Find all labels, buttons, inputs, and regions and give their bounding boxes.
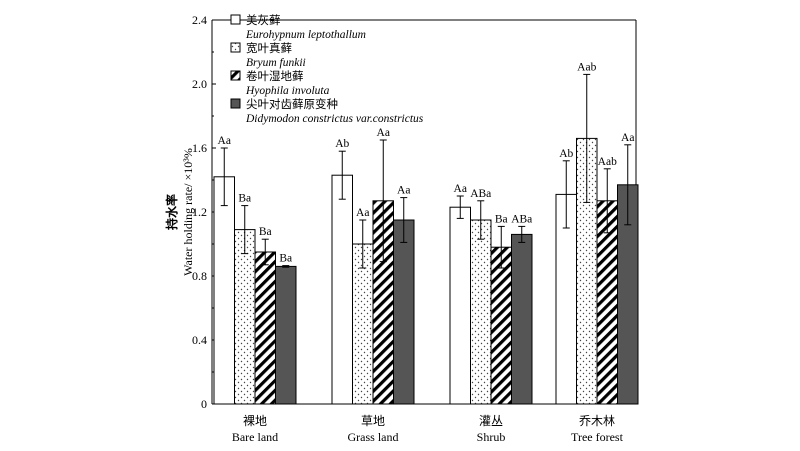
significance-label: Ab [559, 148, 573, 160]
significance-label: Ab [335, 138, 349, 150]
legend-label-cn: 卷叶湿地藓 [246, 69, 304, 83]
significance-label: Aa [218, 135, 231, 147]
legend-label-latin: Hyophila involuta [245, 85, 330, 97]
significance-label: Ba [238, 193, 251, 205]
bar [470, 219, 492, 405]
significance-label: Aa [397, 185, 410, 197]
legend-swatch [230, 70, 241, 81]
y-tick-label: 1.6 [192, 141, 207, 155]
x-category-label-en: Bare land [232, 430, 278, 444]
y-tick-label: 2.4 [192, 13, 207, 27]
x-category-label-en: Tree forest [571, 430, 624, 444]
legend-label-cn: 宽叶真藓 [246, 41, 292, 55]
y-tick-label: 0 [201, 397, 207, 411]
legend-label-latin: Didymodon constrictus var.constrictus [245, 113, 424, 125]
bar [331, 174, 353, 405]
bar [275, 265, 297, 405]
x-category-label-en: Grass land [348, 430, 399, 444]
significance-label: ABa [470, 188, 491, 200]
y-axis-title-cn: 持水率 [164, 194, 179, 230]
significance-label: Aa [454, 183, 467, 195]
significance-label: Ba [259, 226, 272, 238]
significance-label: Aab [598, 156, 617, 168]
bar [393, 219, 415, 405]
significance-label: ABa [511, 213, 532, 225]
legend-label-latin: Eurohypnum leptothallum [245, 29, 366, 41]
significance-label: Aa [377, 127, 390, 139]
y-tick-label: 2.0 [192, 77, 207, 91]
legend-swatch [230, 14, 241, 25]
significance-label: Ba [495, 213, 508, 225]
x-category-label-cn: 灌丛 [479, 414, 503, 428]
y-axis-title-en: Water holding rate/ ×10³% [181, 148, 195, 276]
bar [254, 251, 276, 405]
bar [511, 233, 533, 405]
axes: 0 0.4 0.8 1.2 1.6 2.0 2.4 持水率 Water holding rate… [164, 13, 637, 444]
significance-label: Aa [621, 132, 634, 144]
legend-label-latin: Bryum funkii [246, 57, 306, 69]
legend-label-cn: 美灰藓 [246, 13, 281, 27]
legend-swatch [230, 42, 241, 53]
y-axis-title: 持水率 Water holding rate/ ×10³% [164, 148, 195, 276]
bar [490, 246, 512, 405]
significance-label: Aa [356, 207, 369, 219]
y-tick-label: 0.8 [192, 269, 207, 283]
x-category-label-cn: 乔木林 [579, 414, 615, 428]
x-category-label-cn: 裸地 [243, 413, 267, 428]
significance-label: Ba [279, 253, 292, 265]
x-category-label-en: Shrub [477, 430, 506, 444]
bar [234, 229, 256, 405]
bar [449, 206, 471, 405]
y-tick-label: 1.2 [192, 205, 207, 219]
legend-label-cn: 尖叶对齿藓原变种 [246, 97, 338, 111]
significance-label: Aab [577, 61, 596, 73]
x-category-label-cn: 草地 [361, 414, 385, 428]
legend-swatch [230, 98, 241, 109]
bars [213, 73, 639, 405]
y-tick-label: 0.4 [192, 333, 207, 347]
bar [213, 176, 235, 405]
